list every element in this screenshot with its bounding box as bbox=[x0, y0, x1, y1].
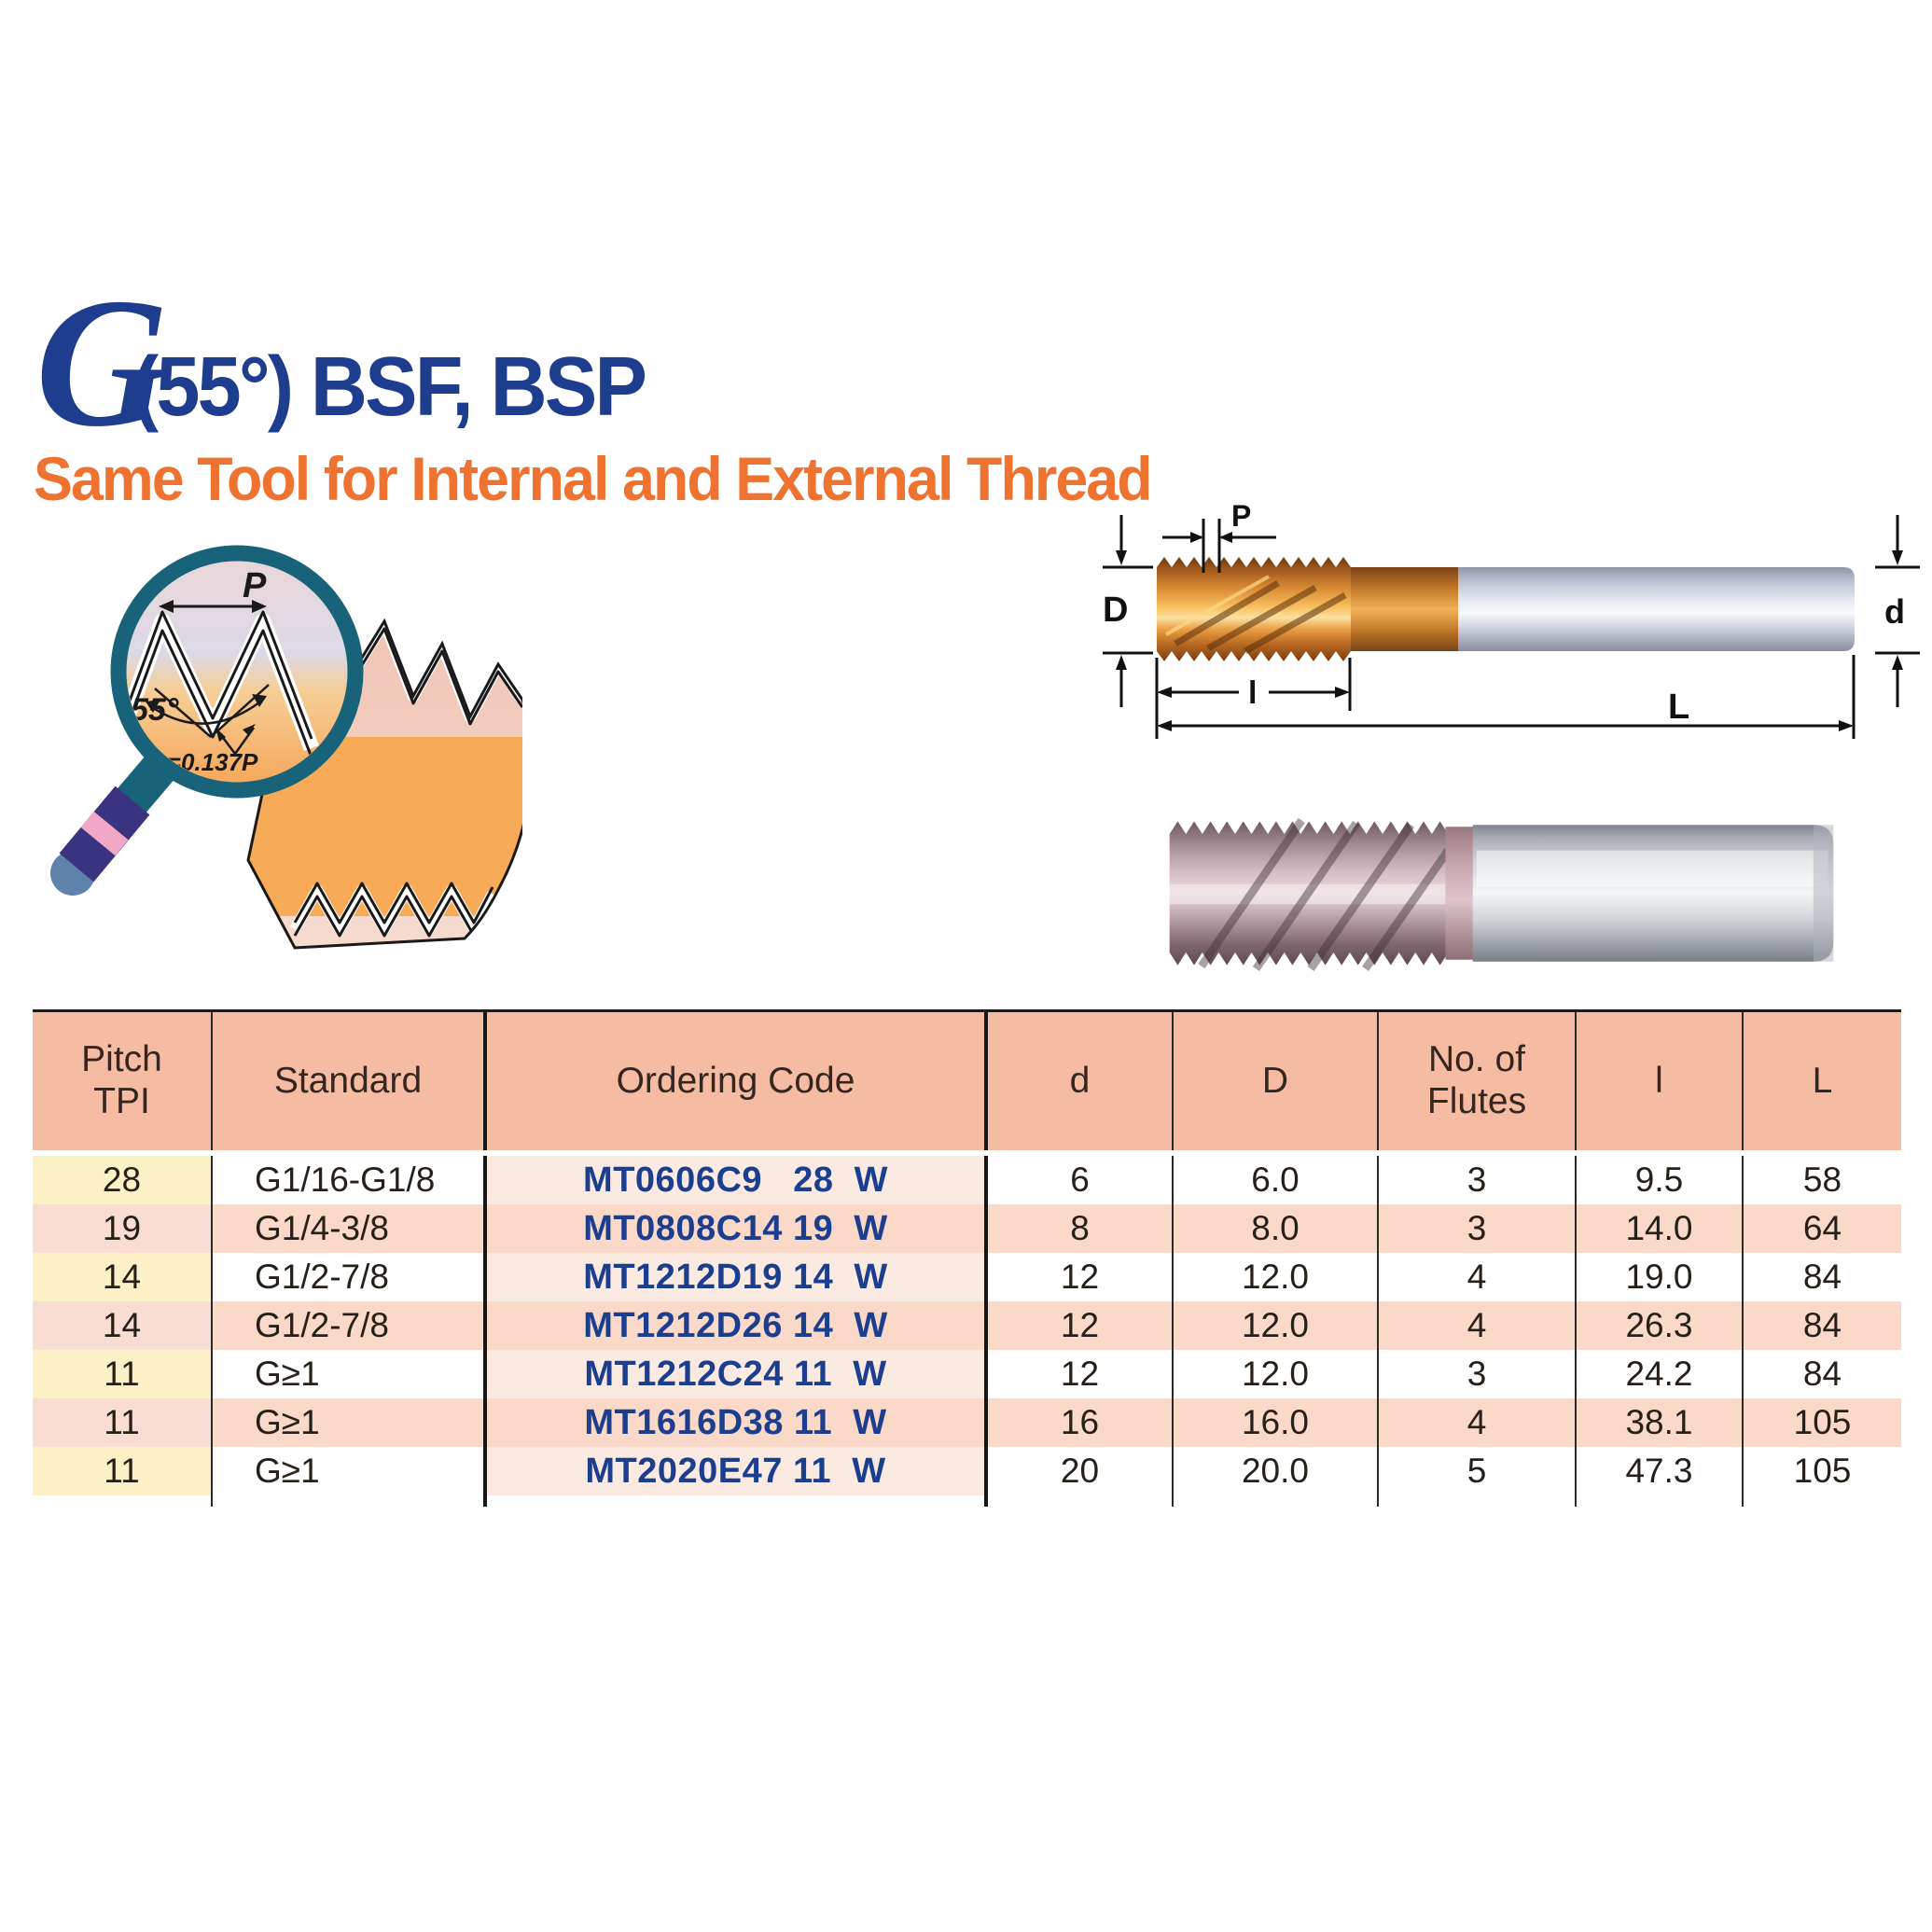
page-title-g: G bbox=[35, 260, 169, 465]
tool-dimension-drawing: P D d l L bbox=[1103, 499, 1920, 739]
cell-flutes: 5 bbox=[1379, 1447, 1577, 1495]
cell-standard: G1/2-7/8 bbox=[213, 1301, 487, 1350]
table-header-row: Pitch TPI Standard Ordering Code d D No. … bbox=[33, 1009, 1901, 1150]
table-row: 28 G1/16-G1/8 MT0606C9 28 W 6 6.0 3 9.5 … bbox=[33, 1156, 1901, 1204]
cell-pitch: 11 bbox=[33, 1447, 213, 1495]
dimension-arrowheads bbox=[1116, 532, 1903, 731]
table-row: 14 G1/2-7/8 MT1212D26 14 W 12 12.0 4 26.… bbox=[33, 1301, 1901, 1350]
cell-d: 6 bbox=[988, 1156, 1174, 1204]
cell-flutes: 3 bbox=[1379, 1350, 1577, 1398]
dim-d-label: d bbox=[1884, 592, 1905, 631]
dim-l-label: l bbox=[1248, 675, 1257, 711]
page-subtitle: Same Tool for Internal and External Thre… bbox=[34, 444, 1153, 513]
cell-pitch: 14 bbox=[33, 1301, 213, 1350]
cell-flutes: 3 bbox=[1379, 1156, 1577, 1204]
cell-standard: G1/2-7/8 bbox=[213, 1253, 487, 1301]
table-body: 28 G1/16-G1/8 MT0606C9 28 W 6 6.0 3 9.5 … bbox=[33, 1156, 1901, 1495]
ordering-code-cell: MT2020E47 11 W bbox=[487, 1447, 988, 1495]
cell-d: 12 bbox=[988, 1350, 1174, 1398]
cell-pitch: 19 bbox=[33, 1204, 213, 1253]
cell-standard: G≥1 bbox=[213, 1447, 487, 1495]
cell-D: 12.0 bbox=[1174, 1301, 1379, 1350]
ordering-code-cell: MT1212C24 11 W bbox=[487, 1350, 988, 1398]
col-header-D: D bbox=[1174, 1012, 1379, 1150]
col-header-standard: Standard bbox=[213, 1012, 487, 1150]
cell-D: 8.0 bbox=[1174, 1204, 1379, 1253]
table-row: 14 G1/2-7/8 MT1212D19 14 W 12 12.0 4 19.… bbox=[33, 1253, 1901, 1301]
cell-flutes: 4 bbox=[1379, 1253, 1577, 1301]
cell-L: 84 bbox=[1744, 1301, 1901, 1350]
cell-L: 84 bbox=[1744, 1350, 1901, 1398]
dim-L-label: L bbox=[1668, 688, 1689, 727]
cell-pitch: 14 bbox=[33, 1253, 213, 1301]
cell-d: 8 bbox=[988, 1204, 1174, 1253]
cell-D: 12.0 bbox=[1174, 1350, 1379, 1398]
table-row: 11 G≥1 MT2020E47 11 W 20 20.0 5 47.3 105 bbox=[33, 1447, 1901, 1495]
ordering-code-cell: MT0606C9 28 W bbox=[487, 1156, 988, 1204]
dim-p-label: P bbox=[1231, 499, 1251, 533]
cell-pitch: 28 bbox=[33, 1156, 213, 1204]
cell-D: 12.0 bbox=[1174, 1253, 1379, 1301]
spec-table: Pitch TPI Standard Ordering Code d D No. … bbox=[33, 1009, 1901, 1507]
cell-d: 20 bbox=[988, 1447, 1174, 1495]
cell-standard: G1/4-3/8 bbox=[213, 1204, 487, 1253]
col-header-flutes: No. of Flutes bbox=[1379, 1012, 1577, 1150]
table-foot-divider-extensions bbox=[33, 1495, 1901, 1507]
cell-d: 16 bbox=[988, 1398, 1174, 1447]
table-row: 19 G1/4-3/8 MT0808C14 19 W 8 8.0 3 14.0 … bbox=[33, 1204, 1901, 1253]
cell-standard: G≥1 bbox=[213, 1398, 487, 1447]
cell-d: 12 bbox=[988, 1253, 1174, 1301]
table-row: 11 G≥1 MT1616D38 11 W 16 16.0 4 38.1 105 bbox=[33, 1398, 1901, 1447]
tool-photo bbox=[1169, 817, 1834, 972]
cell-l: 24.2 bbox=[1577, 1350, 1744, 1398]
cell-l: 26.3 bbox=[1577, 1301, 1744, 1350]
photo-thread-section bbox=[1169, 817, 1479, 972]
tool-body-drawing bbox=[1157, 557, 1855, 661]
cell-L: 105 bbox=[1744, 1447, 1901, 1495]
cell-flutes: 3 bbox=[1379, 1204, 1577, 1253]
magnifier-handle bbox=[50, 755, 175, 896]
table-row: 11 G≥1 MT1212C24 11 W 12 12.0 3 24.2 84 bbox=[33, 1350, 1901, 1398]
thread-profile-illustration: P 55° R=0.137P bbox=[50, 545, 522, 950]
cell-D: 20.0 bbox=[1174, 1447, 1379, 1495]
cell-l: 9.5 bbox=[1577, 1156, 1744, 1204]
cell-D: 16.0 bbox=[1174, 1398, 1379, 1447]
col-header-pitch-tpi: Pitch TPI bbox=[33, 1012, 213, 1150]
pitch-label: P bbox=[243, 566, 267, 605]
cell-d: 12 bbox=[988, 1301, 1174, 1350]
col-header-d: d bbox=[988, 1012, 1174, 1150]
col-header-l: l bbox=[1577, 1012, 1744, 1150]
cell-flutes: 4 bbox=[1379, 1398, 1577, 1447]
cell-L: 105 bbox=[1744, 1398, 1901, 1447]
cell-l: 38.1 bbox=[1577, 1398, 1744, 1447]
cell-pitch: 11 bbox=[33, 1398, 213, 1447]
cell-standard: G1/16-G1/8 bbox=[213, 1156, 487, 1204]
photo-shank bbox=[1472, 825, 1834, 962]
col-header-L: L bbox=[1744, 1012, 1901, 1150]
ordering-code-cell: MT0808C14 19 W bbox=[487, 1204, 988, 1253]
dim-D-label: D bbox=[1103, 591, 1128, 630]
header-divider bbox=[33, 1150, 1901, 1156]
cell-flutes: 4 bbox=[1379, 1301, 1577, 1350]
ordering-code-cell: MT1616D38 11 W bbox=[487, 1398, 988, 1447]
col-header-ordering-code: Ordering Code bbox=[487, 1012, 988, 1150]
cell-l: 47.3 bbox=[1577, 1447, 1744, 1495]
cell-pitch: 11 bbox=[33, 1350, 213, 1398]
angle-arc bbox=[148, 684, 270, 738]
cell-L: 84 bbox=[1744, 1253, 1901, 1301]
ordering-code-cell: MT1212D26 14 W bbox=[487, 1301, 988, 1350]
magnifier-lens: P 55° R=0.137P bbox=[110, 545, 364, 799]
ordering-code-cell: MT1212D19 14 W bbox=[487, 1253, 988, 1301]
cell-standard: G≥1 bbox=[213, 1350, 487, 1398]
cell-L: 64 bbox=[1744, 1204, 1901, 1253]
page-title-spec: (55°) BSF, BSP bbox=[132, 341, 647, 434]
cell-l: 14.0 bbox=[1577, 1204, 1744, 1253]
cell-D: 6.0 bbox=[1174, 1156, 1379, 1204]
cell-l: 19.0 bbox=[1577, 1253, 1744, 1301]
cell-L: 58 bbox=[1744, 1156, 1901, 1204]
